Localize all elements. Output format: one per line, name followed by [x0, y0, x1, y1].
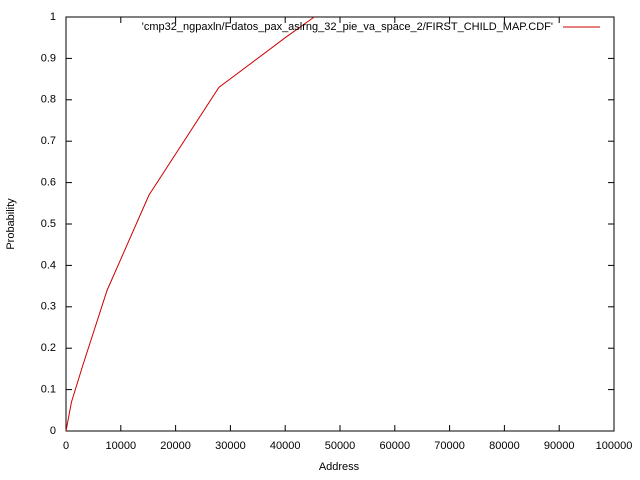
x-axis-label: Address	[319, 461, 360, 473]
y-tick-label: 0	[50, 425, 56, 437]
y-tick-label: 0.4	[41, 259, 56, 271]
y-tick-label: 0.3	[41, 301, 56, 313]
x-tick-label: 60000	[380, 440, 411, 452]
y-tick-label: 0.1	[41, 384, 56, 396]
x-tick-label: 20000	[160, 440, 191, 452]
series-line	[65, 16, 315, 432]
y-axis-label: Probability	[5, 198, 17, 250]
x-tick-label: 40000	[270, 440, 301, 452]
y-tick-label: 0.9	[41, 52, 56, 64]
x-tick-label: 100000	[596, 440, 633, 452]
x-tick-label: 0	[63, 440, 69, 452]
x-tick-label: 80000	[489, 440, 520, 452]
x-tick-label: 90000	[544, 440, 575, 452]
y-tick-label: 0.8	[41, 94, 56, 106]
y-tick-label: 0.5	[41, 218, 56, 230]
x-tick-label: 10000	[106, 440, 137, 452]
x-tick-label: 70000	[434, 440, 465, 452]
y-tick-label: 0.6	[41, 177, 56, 189]
legend-label: 'cmp32_ngpaxln/Fdatos_pax_aslrng_32_pie_…	[142, 21, 553, 33]
y-tick-label: 0.2	[41, 342, 56, 354]
y-tick-label: 0.7	[41, 135, 56, 147]
x-tick-label: 50000	[325, 440, 356, 452]
x-tick-label: 30000	[215, 440, 246, 452]
y-tick-label: 1	[50, 11, 56, 23]
plot-frame	[65, 16, 615, 432]
